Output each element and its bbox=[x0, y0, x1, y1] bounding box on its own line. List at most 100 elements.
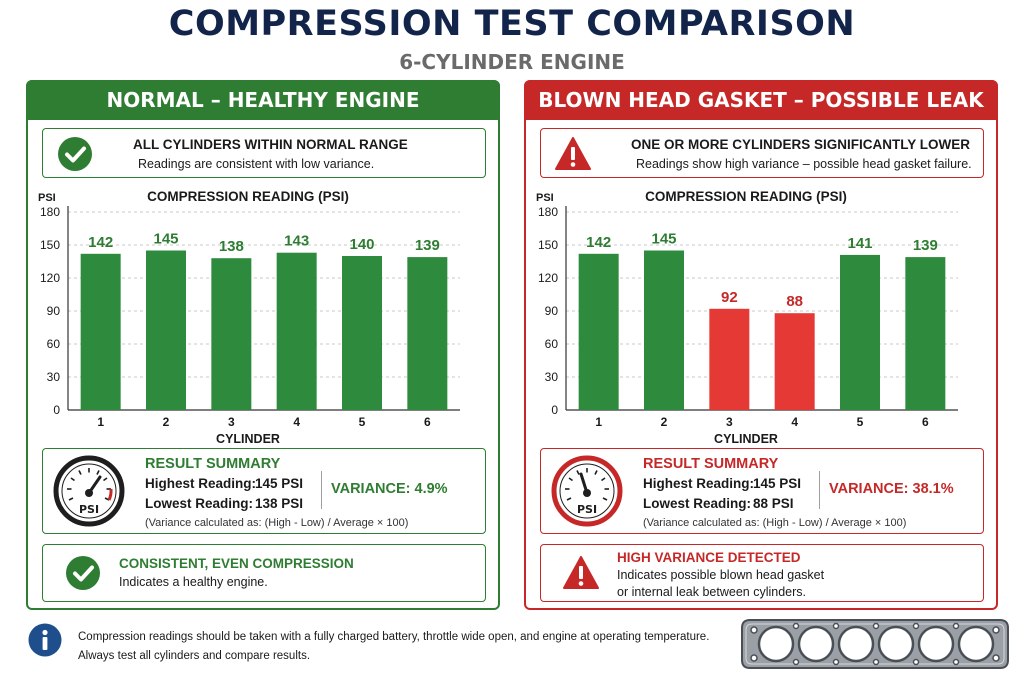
y-tick-label: 60 bbox=[545, 337, 559, 351]
y-tick-label: 30 bbox=[47, 370, 61, 384]
psi-gauge-icon: PSI bbox=[551, 455, 623, 527]
y-tick-label: 90 bbox=[47, 304, 61, 318]
y-tick-label: 150 bbox=[40, 238, 60, 252]
lowest-reading: Lowest Reading: 88 PSI bbox=[643, 496, 794, 511]
data-label: 140 bbox=[349, 236, 374, 253]
status-box: ALL CYLINDERS WITHIN NORMAL RANGE Readin… bbox=[42, 128, 486, 178]
y-axis-label: PSI bbox=[38, 192, 56, 204]
data-label: 92 bbox=[721, 289, 738, 306]
status-title: ONE OR MORE CYLINDERS SIGNIFICANTLY LOWE… bbox=[631, 137, 971, 152]
y-tick-label: 180 bbox=[40, 205, 60, 219]
compression-chart-healthy: COMPRESSION READING (PSI)PSI030609012015… bbox=[38, 189, 460, 444]
bar-cylinder-3 bbox=[709, 308, 750, 410]
y-tick-label: 120 bbox=[538, 271, 558, 285]
verdict-title: CONSISTENT, EVEN COMPRESSION bbox=[119, 556, 354, 571]
x-tick-label: 1 bbox=[97, 415, 104, 429]
x-tick-label: 6 bbox=[922, 415, 929, 429]
y-tick-label: 60 bbox=[47, 337, 61, 351]
x-axis-label: CYLINDER bbox=[216, 432, 280, 444]
summary-separator bbox=[819, 471, 820, 509]
data-label: 88 bbox=[786, 293, 803, 310]
x-tick-label: 3 bbox=[228, 415, 235, 429]
check-circle-icon bbox=[58, 137, 92, 171]
result-summary-box: PSI RESULT SUMMARY Highest Reading: 145 P… bbox=[540, 448, 984, 534]
bar-cylinder-5 bbox=[342, 256, 382, 410]
y-axis-label: PSI bbox=[536, 192, 554, 204]
x-tick-label: 5 bbox=[359, 415, 366, 429]
x-tick-label: 2 bbox=[661, 415, 668, 429]
data-label: 143 bbox=[284, 233, 309, 250]
status-title: ALL CYLINDERS WITHIN NORMAL RANGE bbox=[133, 137, 408, 152]
y-tick-label: 30 bbox=[545, 370, 559, 384]
bar-cylinder-3 bbox=[211, 258, 252, 410]
y-tick-label: 90 bbox=[545, 304, 559, 318]
data-label: 141 bbox=[847, 235, 872, 252]
bar-cylinder-6 bbox=[905, 257, 946, 410]
y-tick-label: 0 bbox=[551, 403, 558, 417]
y-tick-label: 120 bbox=[40, 271, 60, 285]
status-description: Readings show high variance – possible h… bbox=[636, 157, 972, 171]
bar-cylinder-5 bbox=[840, 254, 880, 410]
variance-note: (Variance calculated as: (High - Low) / … bbox=[643, 517, 907, 529]
page-subtitle: 6-CYLINDER ENGINE bbox=[399, 50, 625, 74]
head-gasket-icon bbox=[741, 619, 1009, 669]
panel-header: NORMAL – HEALTHY ENGINE bbox=[26, 80, 500, 120]
highest-reading: Highest Reading: 145 PSI bbox=[145, 476, 304, 491]
bar-cylinder-6 bbox=[407, 257, 448, 410]
x-tick-label: 6 bbox=[424, 415, 431, 429]
verdict-box: CONSISTENT, EVEN COMPRESSION Indicates a… bbox=[42, 544, 486, 602]
data-label: 139 bbox=[913, 237, 938, 254]
variance-value: VARIANCE: 38.1% bbox=[829, 481, 954, 497]
bar-cylinder-4 bbox=[774, 313, 815, 410]
status-description: Readings are consistent with low varianc… bbox=[138, 157, 375, 171]
data-label: 139 bbox=[415, 237, 440, 254]
warning-triangle-icon bbox=[563, 556, 599, 589]
bar-cylinder-4 bbox=[276, 252, 317, 410]
summary-title: RESULT SUMMARY bbox=[643, 456, 779, 472]
bar-cylinder-2 bbox=[644, 250, 684, 410]
check-circle-icon bbox=[66, 556, 100, 590]
data-label: 145 bbox=[651, 231, 676, 248]
x-tick-label: 3 bbox=[726, 415, 733, 429]
x-tick-label: 1 bbox=[595, 415, 602, 429]
warning-triangle-icon bbox=[555, 137, 591, 170]
x-tick-label: 2 bbox=[163, 415, 170, 429]
svg-text:PSI: PSI bbox=[79, 503, 99, 516]
svg-text:PSI: PSI bbox=[577, 503, 597, 516]
chart-title: COMPRESSION READING (PSI) bbox=[147, 189, 349, 204]
info-circle-icon bbox=[28, 623, 62, 657]
x-axis-label: CYLINDER bbox=[714, 432, 778, 444]
result-summary-box: PSI RESULT SUMMARY Highest Reading: 145 P… bbox=[42, 448, 486, 534]
status-box: ONE OR MORE CYLINDERS SIGNIFICANTLY LOWE… bbox=[540, 128, 984, 178]
compression-chart-problem: COMPRESSION READING (PSI)PSI030609012015… bbox=[536, 189, 958, 444]
data-label: 142 bbox=[88, 234, 113, 251]
verdict-description: Indicates possible blown head gasket or … bbox=[617, 568, 825, 599]
summary-title: RESULT SUMMARY bbox=[145, 456, 281, 472]
y-tick-label: 180 bbox=[538, 205, 558, 219]
x-tick-label: 5 bbox=[857, 415, 864, 429]
verdict-box: HIGH VARIANCE DETECTED Indicates possibl… bbox=[540, 544, 984, 602]
bar-cylinder-1 bbox=[80, 253, 121, 410]
panel-header: BLOWN HEAD GASKET – POSSIBLE LEAK bbox=[524, 80, 998, 120]
bar-cylinder-1 bbox=[578, 253, 619, 410]
healthy-engine-panel: NORMAL – HEALTHY ENGINE ALL CYLINDERS WI… bbox=[26, 80, 500, 610]
y-tick-label: 0 bbox=[53, 403, 60, 417]
y-tick-label: 150 bbox=[538, 238, 558, 252]
verdict-description: Indicates a healthy engine. bbox=[119, 575, 268, 589]
lowest-reading: Lowest Reading: 138 PSI bbox=[145, 496, 304, 511]
data-label: 138 bbox=[219, 238, 244, 255]
variance-value: VARIANCE: 4.9% bbox=[331, 481, 448, 497]
verdict-title: HIGH VARIANCE DETECTED bbox=[617, 550, 801, 565]
psi-gauge-icon: PSI bbox=[53, 455, 125, 527]
variance-note: (Variance calculated as: (High - Low) / … bbox=[145, 517, 409, 529]
summary-separator bbox=[321, 471, 322, 509]
x-tick-label: 4 bbox=[791, 415, 798, 429]
blown-gasket-panel: BLOWN HEAD GASKET – POSSIBLE LEAK ONE OR… bbox=[524, 80, 998, 610]
highest-reading: Highest Reading: 145 PSI bbox=[643, 476, 802, 491]
x-tick-label: 4 bbox=[293, 415, 300, 429]
footer-note: Compression readings should be taken wit… bbox=[78, 631, 710, 662]
page-title: COMPRESSION TEST COMPARISON bbox=[168, 4, 856, 44]
data-label: 142 bbox=[586, 234, 611, 251]
bar-cylinder-2 bbox=[146, 250, 186, 410]
chart-title: COMPRESSION READING (PSI) bbox=[645, 189, 847, 204]
